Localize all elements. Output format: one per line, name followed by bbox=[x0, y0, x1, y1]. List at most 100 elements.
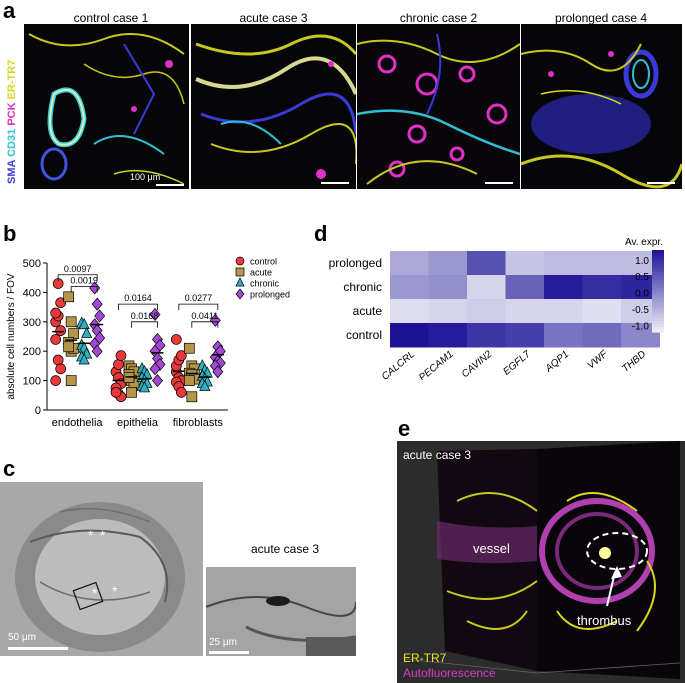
micrograph-prolonged-case-4 bbox=[521, 24, 682, 189]
colorbar-segment bbox=[652, 293, 664, 298]
data-point-chronic bbox=[199, 379, 211, 391]
data-point-control bbox=[115, 350, 127, 361]
legend-label: chronic bbox=[250, 279, 280, 289]
data-point-chronic bbox=[81, 326, 93, 338]
data-point-control bbox=[55, 297, 67, 309]
heatmap-col-label: AQP1 bbox=[543, 349, 571, 375]
svg-text:*: * bbox=[92, 585, 98, 601]
channel-ertr7: ER-TR7 bbox=[6, 60, 18, 100]
data-point-control bbox=[55, 363, 67, 375]
y-tick-label: 100 bbox=[23, 376, 41, 388]
data-point-prolonged bbox=[152, 374, 163, 388]
svg-text:*: * bbox=[100, 527, 106, 543]
heatmap-cell bbox=[582, 275, 622, 300]
channel-cd31: CD31 bbox=[6, 129, 18, 157]
y-tick-label: 0 bbox=[35, 405, 41, 417]
data-point-acute bbox=[183, 342, 195, 354]
data-point-acute bbox=[186, 391, 198, 403]
significance-bracket bbox=[57, 274, 98, 281]
heatmap-cell bbox=[467, 275, 506, 300]
y-tick-label: 400 bbox=[23, 287, 41, 299]
data-point-prolonged bbox=[212, 365, 224, 379]
colorbar-title: Av. expr. bbox=[625, 237, 663, 248]
legend-marker-acute bbox=[235, 267, 245, 277]
significance-bracket bbox=[118, 303, 158, 311]
heatmap-row-label: chronic bbox=[343, 280, 382, 294]
colorbar-segment bbox=[652, 312, 664, 317]
electron-micrograph-overview: * * * * 50 μm bbox=[0, 482, 203, 656]
scatter-chart-cell-numbers: 0 100 200 300 400 500 absolute cell numbers / … bbox=[6, 257, 290, 430]
data-point-acute bbox=[126, 387, 137, 398]
legend-autofluorescence: Autofluorescence bbox=[403, 666, 496, 680]
electron-micrograph-detail: 25 μm bbox=[206, 567, 356, 656]
data-point-acute bbox=[63, 291, 75, 303]
p-value-label: 0.0019 bbox=[70, 276, 98, 286]
colorbar-segment bbox=[652, 329, 664, 333]
data-point-control bbox=[170, 334, 182, 345]
colorbar-tick-label: -1.0 bbox=[632, 321, 650, 332]
heatmap-col-label: CALCRL bbox=[380, 349, 417, 380]
heatmap-col-label: EGFL7 bbox=[501, 349, 533, 378]
p-value-label: 0.0411 bbox=[191, 311, 218, 321]
colorbar-tick-label: 0.0 bbox=[635, 289, 649, 300]
heatmap-cell bbox=[428, 323, 468, 348]
colorbar-segment bbox=[652, 299, 664, 303]
scale-bar bbox=[485, 182, 513, 184]
colorbar-segment bbox=[652, 252, 664, 257]
heatmap-cell bbox=[544, 323, 583, 348]
colorbar-segment bbox=[652, 291, 664, 295]
colorbar-segment bbox=[652, 301, 664, 306]
data-point-chronic bbox=[78, 317, 90, 330]
colorbar-segment bbox=[652, 266, 664, 270]
colorbar-segment bbox=[652, 260, 664, 265]
heatmap-row-label: control bbox=[346, 328, 382, 342]
data-point-prolonged bbox=[149, 307, 161, 321]
scale-bar bbox=[647, 182, 675, 184]
p-value-label: 0.0168 bbox=[131, 311, 159, 321]
legend-label: prolonged bbox=[250, 290, 290, 300]
scale-bar bbox=[8, 647, 68, 650]
scale-label-100um: 100 μm bbox=[130, 172, 161, 182]
data-point-acute bbox=[65, 316, 77, 328]
data-point-prolonged bbox=[149, 362, 161, 376]
case-title-1: control case 1 bbox=[73, 11, 149, 25]
heatmap-cell bbox=[428, 299, 468, 324]
data-point-chronic bbox=[78, 353, 90, 365]
channel-legend: SMA CD31 PCK ER-TR7 bbox=[6, 60, 18, 184]
data-point-acute bbox=[65, 375, 77, 386]
colorbar-segment bbox=[652, 321, 664, 325]
heatmap-cell bbox=[390, 275, 429, 300]
y-tick-label: 300 bbox=[23, 317, 41, 329]
colorbar-segment bbox=[652, 271, 664, 276]
scale-bar bbox=[321, 182, 349, 184]
colorbar-segment bbox=[652, 323, 664, 328]
colorbar-segment bbox=[652, 288, 664, 292]
colorbar-tick-label: -0.5 bbox=[632, 305, 650, 316]
heatmap-row-label: prolonged bbox=[329, 256, 382, 270]
data-point-control bbox=[55, 325, 67, 336]
data-point-control bbox=[113, 359, 124, 370]
data-point-acute bbox=[63, 341, 75, 353]
panel-c-case-title: acute case 3 bbox=[250, 542, 320, 556]
heatmap-col-label: THBD bbox=[620, 349, 648, 375]
scale-bar bbox=[209, 651, 249, 654]
heatmap-cell bbox=[467, 323, 506, 348]
heatmap-cell bbox=[505, 323, 545, 348]
heatmap-cell bbox=[505, 275, 545, 300]
panel-a-letter: a bbox=[3, 0, 16, 23]
micrograph-chronic-case-2 bbox=[357, 24, 520, 189]
panel-d-letter: d bbox=[314, 221, 328, 246]
scale-bar bbox=[156, 184, 184, 186]
heatmap-cell bbox=[390, 251, 429, 276]
colorbar-segment bbox=[652, 307, 664, 311]
data-point-control bbox=[175, 387, 187, 398]
3d-rendering-vessel: acute case 3 vessel thrombus ER-TR7 Auto… bbox=[397, 441, 685, 683]
heatmap-cell bbox=[390, 323, 429, 348]
scale-label-25um: 25 μm bbox=[209, 637, 237, 648]
p-value-label: 0.0277 bbox=[185, 293, 213, 303]
y-tick-label: 200 bbox=[23, 346, 41, 358]
colorbar-segment bbox=[652, 318, 664, 322]
x-category-label: fibroblasts bbox=[173, 417, 224, 429]
data-point-acute bbox=[183, 375, 195, 386]
svg-text:*: * bbox=[112, 583, 118, 599]
